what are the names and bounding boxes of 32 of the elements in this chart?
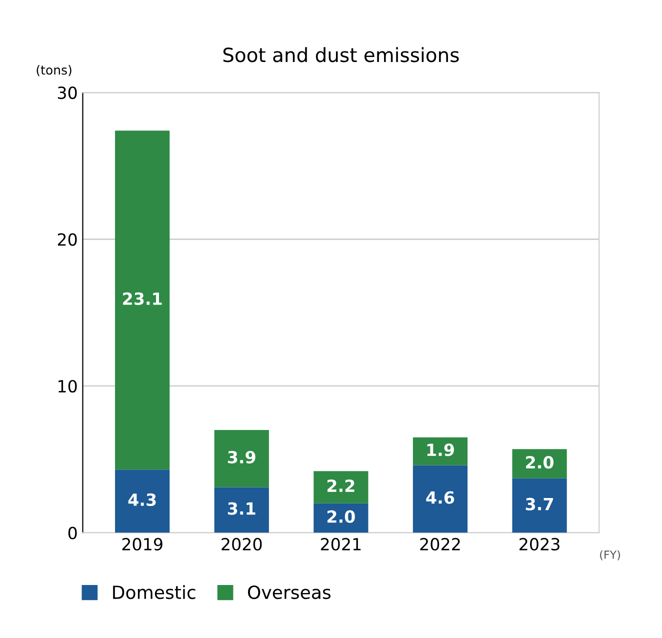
data-label: 4.3 (128, 493, 156, 506)
x-axis-title: (FY) (600, 550, 620, 560)
y-axis-title: (tons) (36, 65, 72, 76)
legend-label: Overseas (248, 585, 331, 600)
y-tick-label: 30 (58, 86, 77, 100)
data-label: 2.0 (526, 456, 554, 469)
x-tick-label: 2023 (520, 538, 560, 550)
data-label: 23.1 (123, 292, 162, 305)
chart-title: Soot and dust emissions (223, 47, 459, 62)
bar (512, 478, 567, 533)
x-tick-label: 2022 (420, 538, 460, 550)
data-label: 4.6 (426, 491, 454, 504)
bar (512, 449, 567, 478)
bar (115, 470, 170, 533)
data-label: 3.1 (228, 502, 256, 515)
data-label: 2.0 (327, 510, 355, 523)
data-label: 1.9 (427, 444, 454, 456)
data-label: 3.7 (526, 498, 553, 510)
data-label: 2.2 (327, 479, 354, 492)
bar (214, 430, 269, 488)
bar (412, 465, 468, 533)
data-label: 3.9 (228, 450, 256, 464)
x-tick-label: 2019 (122, 538, 162, 550)
y-tick-label: 0 (68, 526, 77, 540)
y-tick-label: 20 (58, 233, 77, 246)
y-tick-label: 10 (58, 380, 77, 393)
bar (214, 487, 269, 533)
x-tick-label: 2021 (320, 538, 361, 550)
bar (115, 130, 170, 470)
bar (314, 471, 368, 504)
x-tick-label: 2020 (222, 538, 262, 550)
legend-label: Domestic (113, 585, 196, 600)
